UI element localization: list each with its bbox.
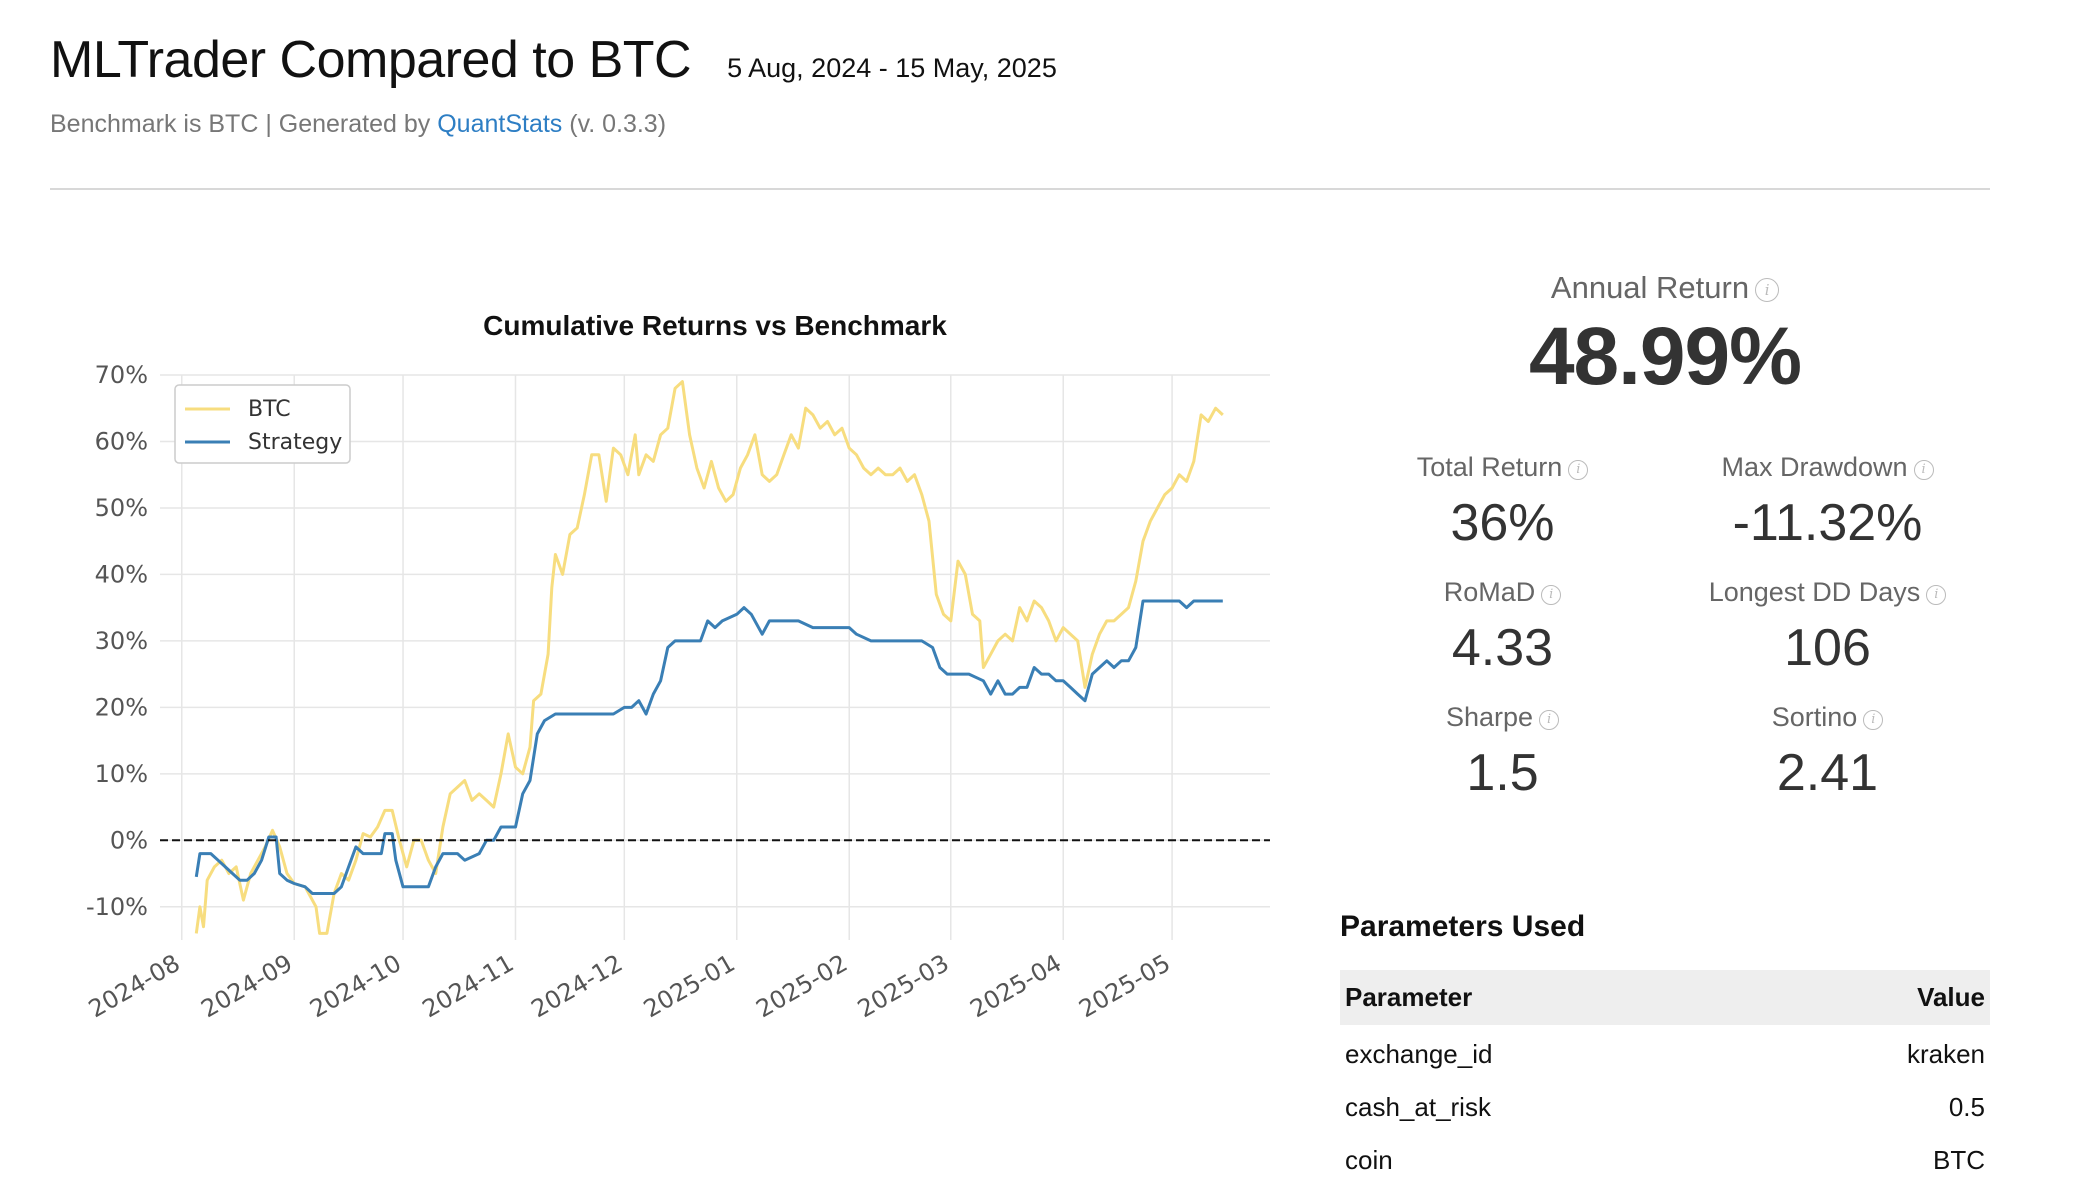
- metric-grid: Total Return i 36% Max Drawdown i -11.32% …: [1340, 452, 1990, 803]
- x-tick-label: 2025-02: [751, 949, 852, 1023]
- column-header-value: Value: [1756, 970, 1990, 1025]
- y-tick-label: 50%: [95, 494, 148, 522]
- sharpe-value: 1.5: [1466, 744, 1539, 802]
- info-icon[interactable]: i: [1913, 460, 1934, 480]
- annual-return-label-text: Annual Return: [1550, 270, 1750, 305]
- metrics-panel: Annual Return i 48.99% Total Return i 36% …: [1340, 270, 1990, 803]
- x-tick-label: 2024-08: [84, 949, 185, 1023]
- x-tick-label: 2025-01: [639, 949, 740, 1023]
- romad-label: RoMaD i: [1340, 577, 1665, 608]
- series-line-btc: [194, 380, 1224, 935]
- x-tick-label: 2025-03: [853, 949, 954, 1023]
- sharpe-metric: Sharpe i 1.5: [1340, 702, 1665, 803]
- total-return-metric: Total Return i 36%: [1340, 452, 1665, 553]
- page-title: MLTrader Compared to BTC: [50, 31, 692, 89]
- sortino-value: 2.41: [1776, 744, 1879, 802]
- total-return-label: Total Return i: [1340, 452, 1665, 483]
- table-row: exchange_id kraken: [1340, 1025, 1990, 1078]
- longest-dd-days-value: 106: [1784, 619, 1871, 677]
- y-tick-label: -10%: [86, 893, 148, 921]
- annual-return-label: Annual Return i: [1340, 270, 1990, 306]
- max-drawdown-value: -11.32%: [1732, 494, 1923, 552]
- parameters-table: Parameter Value exchange_id kraken cash_…: [1340, 970, 1990, 1184]
- info-icon[interactable]: i: [1541, 585, 1562, 605]
- table-row: coin BTC: [1340, 1131, 1990, 1184]
- chart-title: Cumulative Returns vs Benchmark: [483, 310, 947, 341]
- cumulative-returns-chart: Cumulative Returns vs Benchmark -10% 0% 10%…: [84, 310, 1270, 1023]
- param-name: coin: [1345, 1145, 1393, 1175]
- romad-value: 4.33: [1451, 619, 1554, 677]
- subtitle-suffix: (v. 0.3.3): [562, 110, 667, 138]
- y-tick-label: 60%: [95, 427, 148, 455]
- sharpe-label: Sharpe i: [1340, 702, 1665, 733]
- table-header-row: Parameter Value: [1340, 970, 1990, 1025]
- param-value: kraken: [1906, 1039, 1985, 1069]
- longest-dd-days-label-text: Longest DD Days: [1708, 577, 1921, 607]
- parameters-title: Parameters Used: [1340, 910, 1586, 943]
- column-header-parameter: Parameter: [1340, 970, 1757, 1025]
- max-drawdown-label-text: Max Drawdown: [1721, 452, 1908, 482]
- quantstats-link[interactable]: QuantStats: [437, 110, 563, 138]
- date-range: 5 Aug, 2024 - 15 May, 2025: [727, 53, 1057, 83]
- title-row: MLTrader Compared to BTC 5 Aug, 2024 - 1…: [50, 30, 1990, 90]
- romad-metric: RoMaD i 4.33: [1340, 577, 1665, 678]
- annual-return-value: 48.99%: [1528, 311, 1802, 402]
- legend-label: BTC: [248, 397, 291, 422]
- header-divider: [50, 188, 1990, 190]
- max-drawdown-label: Max Drawdown i: [1665, 452, 1990, 483]
- legend-label: Strategy: [248, 430, 342, 455]
- info-icon[interactable]: i: [1863, 710, 1884, 730]
- x-tick-label: 2025-05: [1074, 949, 1175, 1023]
- x-tick-label: 2024-12: [526, 949, 627, 1023]
- y-tick-label: 10%: [95, 760, 148, 788]
- romad-label-text: RoMaD: [1443, 577, 1536, 607]
- max-drawdown-metric: Max Drawdown i -11.32%: [1665, 452, 1990, 553]
- subtitle: Benchmark is BTC | Generated by QuantSta…: [50, 110, 1990, 139]
- sortino-label: Sortino i: [1665, 702, 1990, 733]
- sortino-metric: Sortino i 2.41: [1665, 702, 1990, 803]
- y-tick-label: 20%: [95, 693, 148, 721]
- x-tick-label: 2024-09: [196, 949, 297, 1023]
- parameters-section: Parameters Used Parameter Value exchange…: [1340, 910, 1990, 1184]
- y-tick-label: 0%: [110, 826, 148, 854]
- x-tick-label: 2024-10: [305, 949, 406, 1023]
- sharpe-label-text: Sharpe: [1445, 702, 1534, 732]
- param-name: exchange_id: [1345, 1039, 1493, 1069]
- series-line-strategy: [194, 599, 1223, 895]
- y-tick-label: 70%: [95, 361, 148, 389]
- y-tick-label: 30%: [95, 627, 148, 655]
- param-name: cash_at_risk: [1345, 1092, 1491, 1122]
- param-value: 0.5: [1948, 1092, 1985, 1122]
- table-row: cash_at_risk 0.5: [1340, 1078, 1990, 1131]
- x-tick-label: 2025-04: [965, 949, 1066, 1023]
- total-return-label-text: Total Return: [1416, 452, 1563, 482]
- sortino-label-text: Sortino: [1771, 702, 1858, 732]
- subtitle-prefix: Benchmark is BTC | Generated by: [50, 110, 438, 138]
- info-icon[interactable]: i: [1926, 585, 1947, 605]
- report-header: MLTrader Compared to BTC 5 Aug, 2024 - 1…: [50, 30, 1990, 139]
- info-icon[interactable]: i: [1539, 710, 1560, 730]
- annual-return-metric: Annual Return i 48.99%: [1340, 270, 1990, 404]
- total-return-value: 36%: [1450, 494, 1555, 552]
- param-value: BTC: [1933, 1145, 1985, 1175]
- longest-dd-days-metric: Longest DD Days i 106: [1665, 577, 1990, 678]
- info-icon[interactable]: i: [1568, 460, 1589, 480]
- x-tick-label: 2024-11: [418, 949, 519, 1023]
- longest-dd-days-label: Longest DD Days i: [1665, 577, 1990, 608]
- info-icon[interactable]: i: [1755, 278, 1780, 302]
- y-tick-label: 40%: [95, 560, 148, 588]
